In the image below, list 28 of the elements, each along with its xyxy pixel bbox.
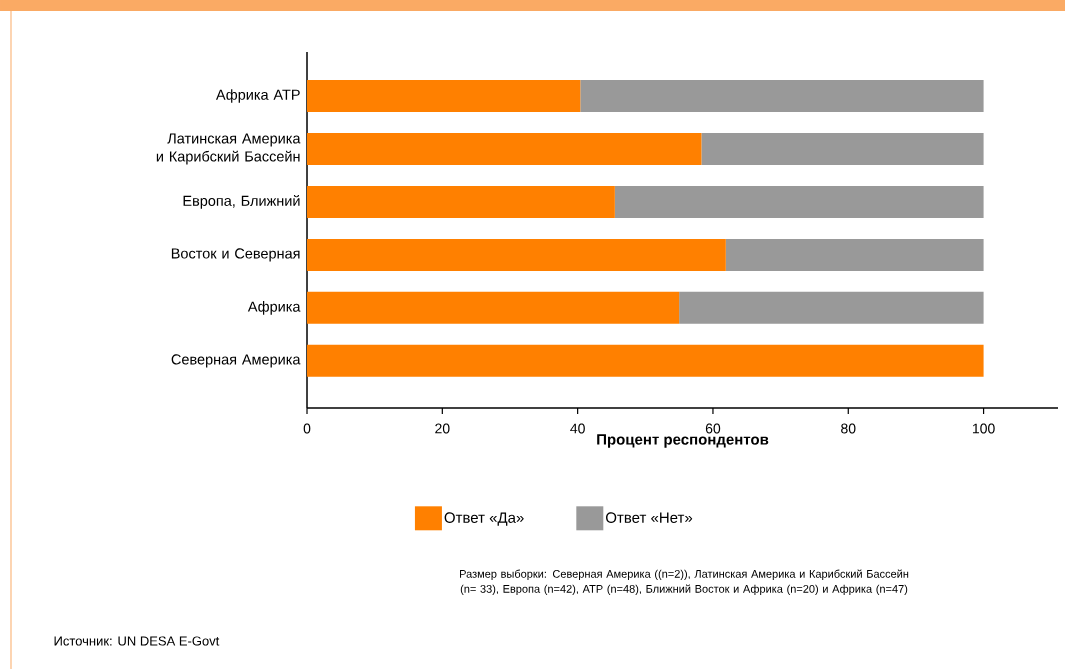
y-tick-label: Северная Америка <box>171 354 301 368</box>
y-tick-label: Европа, Ближний <box>183 194 300 209</box>
bar <box>307 291 680 324</box>
y-tick-label: Латинская Америка и Карибский Бассейн <box>156 133 301 165</box>
text: Источник: UN DESA E-Govt <box>54 636 220 646</box>
legend-label: Ответ «Нет» <box>606 512 693 523</box>
y-tick-label: Африка <box>247 300 301 315</box>
y-tick-label: Восток и Северная <box>171 248 300 262</box>
x-tick-label: 0 <box>303 423 311 434</box>
bar <box>307 238 726 271</box>
x-tick-label: 60 <box>705 423 721 434</box>
bar <box>307 185 615 218</box>
bar <box>701 132 984 165</box>
bar <box>307 132 702 165</box>
bar <box>307 79 581 112</box>
text: Размер выборки: Северная Америка ((n=2)), Латинская Америка и Карибский Бассейн (n= 33), Европа (n=42), АТР (n=48), Ближний Восток и Африка (n=20) и Африка (n=47) <box>460 569 909 595</box>
y-tick-label: Африка АТР <box>215 88 300 103</box>
x-tick-label: 20 <box>435 423 450 434</box>
x-axis-title: Процент респондентов <box>597 434 769 448</box>
x-tick-label: 80 <box>841 423 856 434</box>
x-tick-label: 40 <box>570 423 585 434</box>
legend-label: Ответ «Да» <box>444 512 524 526</box>
bar <box>307 344 984 377</box>
bar <box>679 291 984 324</box>
bar <box>580 79 984 112</box>
bar <box>614 185 984 218</box>
x-tick-label: 100 <box>972 423 995 434</box>
bar <box>725 238 984 271</box>
